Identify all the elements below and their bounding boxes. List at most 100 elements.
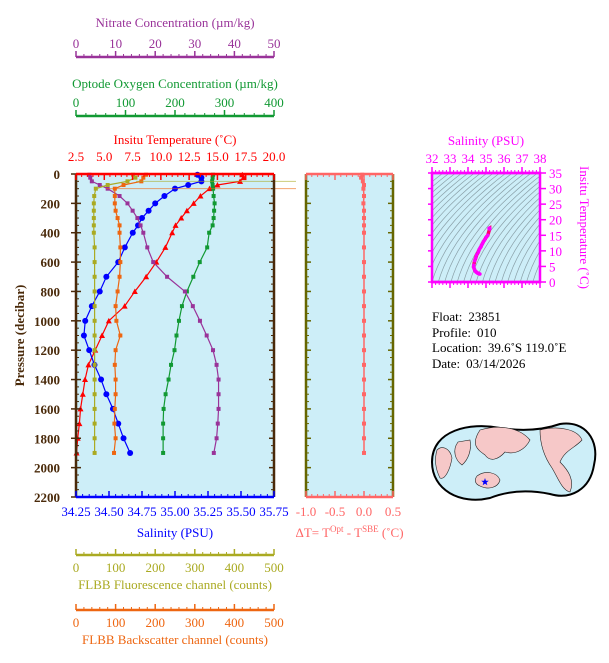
pressure-axis-title: Pressure (decibar): [12, 285, 27, 387]
temperature-point: [172, 222, 179, 228]
delta-t-point: [362, 450, 366, 455]
oxygen-point: [211, 216, 216, 221]
backscatter-tick-label: 200: [145, 615, 165, 630]
fluorescence-point: [92, 333, 97, 338]
density-contour: [526, 250, 540, 282]
oxygen-tick-label: 400: [264, 95, 284, 110]
oxygen-axis-title: Optode Oxygen Concentration (µm/kg): [72, 76, 278, 91]
nitrate-point: [211, 348, 216, 353]
fluorescence-tick-label: 0: [73, 560, 80, 575]
backscatter-tick-label: 400: [225, 615, 245, 630]
salinity-tick-label: 35.75: [259, 504, 288, 519]
delta-t-point: [362, 223, 366, 228]
backscatter-point: [112, 201, 117, 206]
oxygen-point: [211, 194, 216, 199]
temperature-point: [197, 193, 204, 199]
delta-t-point: [362, 406, 366, 411]
pressure-tick-label: 200: [41, 196, 61, 211]
ts-diagram: 32 33 34 35 36 37 38 Salinity (PSU) 051015202530…: [426, 133, 609, 290]
delta-t-point: [362, 304, 366, 309]
delta-t-title-part: ΔT= T: [295, 525, 330, 540]
fluorescence-point: [92, 274, 97, 279]
pressure-tick-label: 600: [41, 255, 61, 270]
ts-salinity-axis-title: Salinity (PSU): [448, 133, 524, 148]
location-map: [430, 422, 597, 501]
oxygen-point: [176, 318, 181, 323]
backscatter-tick-label: 500: [264, 615, 284, 630]
backscatter-tick-label: 100: [106, 615, 126, 630]
oxygen-series: [161, 172, 217, 455]
temperature-tick-label: 5.0: [96, 149, 112, 164]
salinity-point: [161, 193, 168, 200]
fluorescence-point: [92, 362, 97, 367]
density-contour: [507, 223, 540, 282]
ts-point: [478, 272, 482, 276]
nitrate-point: [216, 406, 221, 411]
density-contour: [494, 209, 540, 282]
density-contour: [596, 173, 609, 282]
pressure-tick-label: 800: [41, 284, 61, 299]
delta-t-point: [362, 260, 366, 265]
backscatter-point: [112, 194, 117, 199]
ts-salinity-tick-label: 38: [534, 151, 547, 166]
fluorescence-tick-label: 500: [264, 560, 284, 575]
nitrate-point: [117, 194, 122, 199]
delta-t-point: [362, 333, 366, 338]
pressure-tick-label: 2200: [34, 490, 60, 505]
density-contour: [432, 173, 475, 212]
nitrate-point: [214, 436, 219, 441]
salinity-point: [129, 229, 136, 236]
ts-temp-tick-label: 15: [549, 228, 562, 243]
nitrate-point: [211, 450, 216, 455]
density-contour: [513, 231, 540, 282]
oxygen-tick-label: 100: [116, 95, 136, 110]
oxygen-point: [210, 175, 215, 180]
temperature-axis-title: Insitu Temperature (˚C): [113, 132, 236, 147]
backscatter-point: [118, 245, 123, 250]
delta-t-axis: -1.0 -0.5 0.0 0.5: [296, 491, 401, 519]
temperature-point: [99, 332, 106, 338]
density-contour: [488, 203, 540, 282]
fluorescence-point: [92, 450, 97, 455]
salinity-axis-title: Salinity (PSU): [137, 525, 213, 540]
nitrate-axis-title: Nitrate Concentration (µm/kg): [95, 15, 254, 30]
delta-t-axis-title: ΔT= TOpt - TSBE (˚C): [295, 524, 403, 540]
backscatter-point: [113, 377, 118, 382]
delta-t-title-part: Opt: [330, 524, 344, 534]
pressure-tick-label: 1800: [34, 431, 60, 446]
delta-t-point: [362, 194, 366, 199]
delta-t-point: [362, 208, 366, 213]
fluorescence-point: [91, 208, 96, 213]
delta-t-point: [362, 421, 366, 426]
salinity-point: [145, 207, 152, 214]
temperature-tick-label: 17.5: [234, 149, 257, 164]
backscatter-point: [115, 216, 120, 221]
temperature-point: [85, 361, 92, 368]
delta-t-point: [362, 392, 366, 397]
salinity-point: [127, 449, 134, 456]
fluorescence-point: [91, 230, 96, 235]
salinity-point: [185, 182, 192, 189]
map-landmass: [435, 447, 453, 479]
ts-salinity-tick-label: 35: [480, 151, 493, 166]
fluorescence-point: [91, 216, 96, 221]
salinity-point: [82, 317, 89, 324]
fluorescence-point: [92, 194, 97, 199]
salinity-tick-label: 34.25: [61, 504, 90, 519]
backscatter-point: [112, 362, 117, 367]
delta-t-point: [362, 362, 366, 367]
backscatter-axis: 0 100 200 300 400 500 FLBB Backscatter channel…: [73, 604, 284, 647]
delta-t-tick-label: 0.5: [385, 504, 401, 519]
nitrate-tick-label: 10: [109, 36, 122, 51]
temperature-point: [82, 376, 89, 383]
salinity-tick-label: 35.25: [193, 504, 222, 519]
temperature-axis: 2.5 5.0 7.5 10.0 12.5 15.0 17.5 20.0 Insitu Temp…: [68, 132, 285, 180]
temperature-tick-label: 12.5: [178, 149, 201, 164]
ts-temp-tick-label: 5: [549, 259, 556, 274]
density-contour: [463, 180, 540, 282]
delta-t-tick-label: 0.0: [356, 504, 372, 519]
salinity-point: [120, 435, 127, 442]
fluorescence-tick-label: 200: [145, 560, 165, 575]
backscatter-point: [115, 289, 120, 294]
